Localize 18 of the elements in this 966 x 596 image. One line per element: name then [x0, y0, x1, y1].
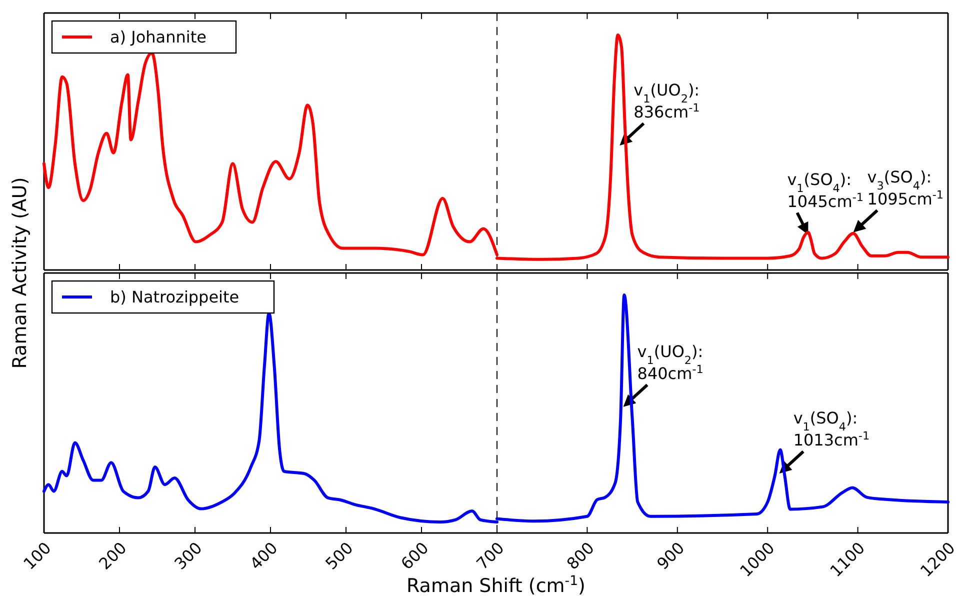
- x-tick-label: 500: [322, 538, 357, 574]
- x-tick-label: 900: [653, 538, 688, 574]
- x-tick-label: 700: [472, 538, 508, 574]
- x-axis-title: Raman Shift (cm$^{-1}$): [406, 574, 586, 596]
- annotation: v$_{1}$(SO$_{4}$): 1045cm$^{-1}$: [787, 170, 864, 211]
- annotation: v$_{1}$(SO$_{4}$): 1013cm$^{-1}$: [793, 408, 870, 450]
- x-tick-label: 300: [170, 538, 206, 574]
- x-tick-label: 200: [95, 538, 130, 574]
- x-tick-label: 400: [246, 538, 282, 574]
- legend-label: a) Johannite: [110, 28, 206, 47]
- x-tick-label: 100: [20, 538, 55, 574]
- x-tick-label: 600: [397, 538, 432, 574]
- annotation: v$_{1}$(UO$_{2}$): 840cm$^{-1}$: [637, 342, 704, 383]
- annotation: v$_{3}$(SO$_{4}$): 1095cm$^{-1}$: [867, 167, 944, 208]
- legend-label: b) Natrozippeite: [110, 288, 240, 307]
- y-axis-title: Raman Activity (AU): [9, 177, 31, 369]
- annotation: v$_{1}$(UO$_{2}$): 836cm$^{-1}$: [634, 80, 700, 122]
- x-tick-label: 800: [562, 538, 598, 574]
